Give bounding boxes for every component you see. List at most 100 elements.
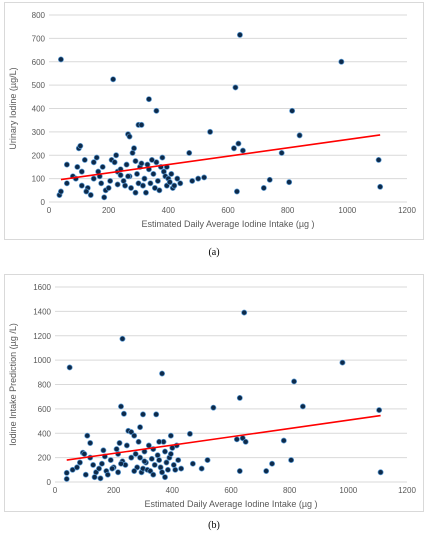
- data-point: [162, 474, 168, 481]
- data-point: [289, 107, 296, 114]
- data-point: [377, 469, 384, 476]
- data-point: [186, 430, 193, 437]
- data-point: [131, 468, 138, 474]
- data-point: [153, 411, 160, 418]
- data-point: [91, 474, 98, 481]
- data-point: [207, 128, 214, 135]
- data-point: [93, 154, 100, 161]
- data-point: [159, 469, 166, 476]
- y-tick-label: 100: [32, 175, 46, 184]
- chart-b-svg: 0 200 400 600 800 1000 1200 1400 1600 0 200 400 600 8…: [8, 283, 416, 509]
- y-axis-title: Urinary Iodine (µg/L): [8, 67, 18, 149]
- x-tick-label: 800: [281, 206, 295, 215]
- x-tick-label: 1000: [338, 206, 356, 215]
- data-point: [77, 142, 84, 149]
- data-point: [156, 457, 163, 464]
- data-point: [96, 465, 102, 472]
- data-point: [101, 194, 108, 201]
- data-point: [236, 31, 243, 38]
- chart-a-svg: 0 100 200 300 400 500 600 700 800 0 200 400 600 800 10…: [8, 11, 416, 229]
- data-point: [116, 440, 123, 446]
- data-point: [90, 175, 97, 182]
- y-tick-label: 1000: [33, 356, 51, 365]
- y-tick-label: 700: [32, 34, 46, 43]
- data-point: [141, 458, 148, 465]
- data-point: [138, 160, 145, 167]
- data-point: [132, 189, 139, 196]
- data-point: [117, 172, 124, 179]
- x-tick-label: 400: [162, 206, 176, 215]
- data-point: [125, 173, 132, 180]
- x-tick-label: 0: [53, 486, 58, 495]
- data-point: [166, 179, 173, 186]
- data-point: [128, 185, 134, 191]
- data-point: [113, 446, 120, 453]
- data-point: [159, 154, 166, 161]
- trendline: [60, 134, 381, 181]
- data-point: [87, 440, 94, 446]
- data-point: [233, 188, 240, 195]
- data-point: [338, 58, 345, 65]
- data-point: [210, 404, 217, 411]
- data-point: [98, 180, 105, 187]
- data-point: [105, 185, 112, 191]
- data-point: [69, 466, 76, 473]
- data-point: [231, 145, 237, 152]
- data-point: [120, 410, 127, 417]
- data-point: [123, 161, 130, 168]
- data-point: [78, 182, 85, 189]
- data-point: [104, 471, 111, 478]
- y-tick-label: 200: [38, 454, 52, 463]
- y-tick-label: 1200: [33, 332, 51, 341]
- data-point: [57, 56, 64, 63]
- data-point: [288, 457, 295, 464]
- data-point: [138, 121, 145, 128]
- trendline: [66, 414, 381, 461]
- data-point: [266, 176, 273, 183]
- data-point: [131, 145, 137, 152]
- data-point: [151, 461, 158, 468]
- data-point: [150, 170, 157, 177]
- data-point: [260, 185, 267, 191]
- data-point: [170, 461, 177, 468]
- data-point: [137, 424, 144, 431]
- data-point: [171, 182, 178, 189]
- data-point: [128, 454, 135, 461]
- data-point: [167, 451, 174, 457]
- data-point: [100, 447, 107, 454]
- data-point: [109, 465, 116, 472]
- data-point: [156, 438, 163, 445]
- data-point: [375, 156, 382, 163]
- data-point: [113, 152, 120, 159]
- data-point: [99, 163, 106, 170]
- data-point: [135, 438, 142, 445]
- y-tick-label: 600: [32, 58, 46, 67]
- data-point: [141, 175, 148, 182]
- data-point: [153, 107, 160, 114]
- y-axis-title: Iodine Intake Prediction (µg /L): [8, 323, 18, 446]
- data-point: [154, 452, 161, 459]
- y-tick-label: 200: [32, 151, 46, 160]
- data-point: [232, 84, 239, 91]
- y-tick-label: 800: [38, 381, 52, 390]
- data-point: [123, 442, 130, 449]
- data-point: [235, 140, 242, 147]
- data-point: [140, 411, 146, 418]
- data-point: [81, 156, 88, 163]
- data-point: [107, 457, 114, 464]
- data-point: [174, 175, 181, 182]
- data-point: [143, 189, 149, 196]
- x-tick-label: 800: [283, 486, 297, 495]
- data-point: [126, 133, 133, 140]
- data-point: [111, 159, 118, 166]
- y-tick-label: 400: [32, 105, 46, 114]
- panel-label-b: (b): [208, 520, 220, 531]
- data-point: [204, 457, 211, 464]
- data-point: [82, 471, 89, 478]
- data-point: [242, 438, 249, 445]
- x-tick-label: 200: [102, 206, 116, 215]
- data-point: [189, 178, 196, 184]
- data-point: [286, 179, 293, 186]
- y-tick-label: 800: [32, 11, 46, 20]
- data-point: [189, 460, 196, 467]
